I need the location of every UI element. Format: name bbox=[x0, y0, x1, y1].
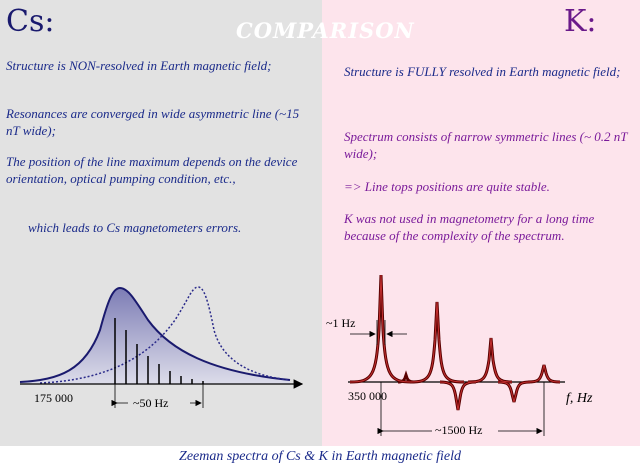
comparison-heading: COMPARISON bbox=[236, 18, 415, 43]
k-spectrum: ~1 Hz ~1500 Hz 350 000 f, Hz bbox=[326, 274, 593, 437]
k-stable-text: => Line tops positions are quite stable. bbox=[344, 179, 550, 194]
figure-caption: Zeeman spectra of Cs & K in Earth magnet… bbox=[179, 449, 461, 464]
k-span-label: ~1500 Hz bbox=[435, 423, 482, 437]
k-spectrum-text: Spectrum consists of narrow symmetric li… bbox=[344, 129, 628, 161]
k-linewidth-label: ~1 Hz bbox=[326, 316, 355, 330]
k-title: K: bbox=[564, 4, 597, 39]
k-axis-label: f, Hz bbox=[566, 391, 593, 406]
cs-resonance-text: Resonances are converged in wide asymmet… bbox=[6, 106, 300, 138]
cs-axis-start-label: 175 000 bbox=[34, 391, 73, 405]
cs-spectrum: 175 000 ~50 Hz bbox=[19, 286, 304, 410]
cs-errors-text: which leads to Cs magnetometers errors. bbox=[28, 220, 242, 235]
k-peaks-highlight bbox=[349, 274, 561, 411]
k-structure-text: Structure is FULLY resolved in Earth mag… bbox=[344, 64, 621, 79]
cs-position-text: The position of the line maximum depends… bbox=[6, 154, 298, 186]
cs-width-label: ~50 Hz bbox=[133, 396, 168, 410]
cs-line-curve bbox=[19, 286, 291, 383]
cs-shifted-curve bbox=[39, 286, 291, 384]
k-panel bbox=[322, 0, 640, 446]
k-history-text: K was not used in magnetometry for a lon… bbox=[344, 211, 595, 243]
k-axis-start-label: 350 000 bbox=[348, 389, 387, 403]
cs-title: Cs: bbox=[6, 4, 55, 39]
cs-structure-text: Structure is NON-resolved in Earth magne… bbox=[6, 58, 272, 73]
cs-line-fill bbox=[20, 288, 290, 384]
cs-component-lines bbox=[114, 318, 204, 384]
